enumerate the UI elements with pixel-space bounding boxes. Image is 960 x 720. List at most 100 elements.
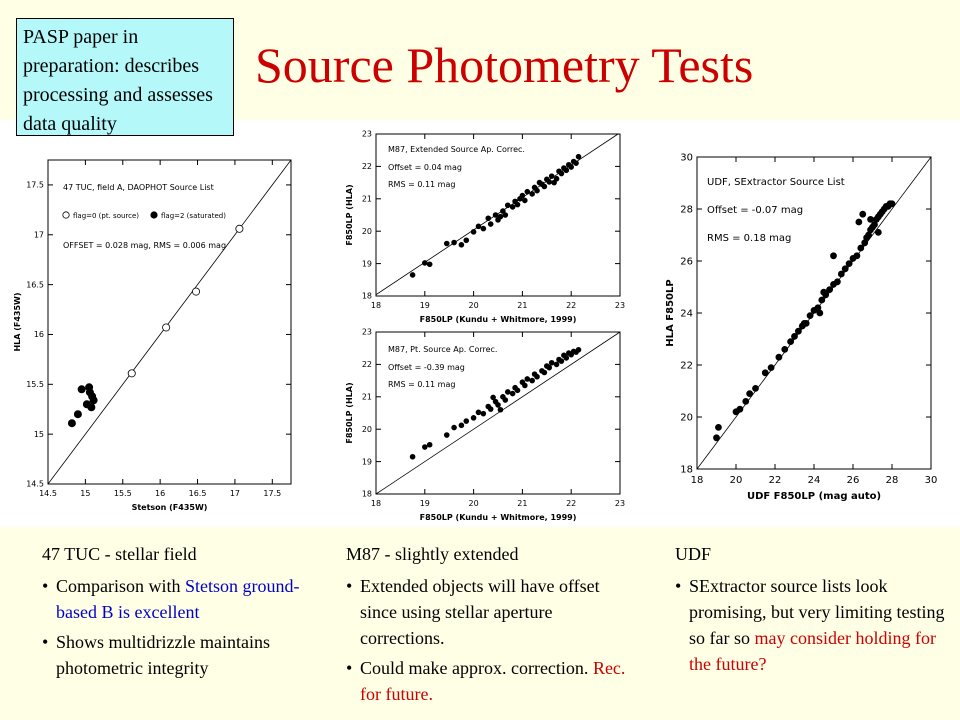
data-point (451, 424, 457, 431)
data-point (502, 397, 509, 403)
y-tick-label: 16 (34, 330, 44, 339)
data-point (806, 312, 814, 320)
data-point (553, 175, 560, 182)
y-tick-label: 24 (680, 308, 693, 319)
y-axis-label: HLA F850LP (665, 279, 676, 346)
bullet-item: Could make approx. correction. Rec. for … (346, 655, 636, 707)
x-tick-label: 17 (230, 489, 240, 498)
data-point (470, 229, 477, 235)
x-tick-label: 24 (808, 475, 821, 486)
y-tick-label: 18 (362, 490, 372, 499)
x-tick-label: 22 (566, 499, 576, 508)
x-tick-label: 22 (566, 301, 576, 310)
x-axis-label: UDF F850LP (mag auto) (747, 491, 881, 502)
data-point (409, 453, 416, 460)
data-point (495, 402, 501, 408)
data-point (529, 191, 535, 197)
data-point (816, 309, 824, 317)
data-point (794, 327, 802, 335)
data-point (548, 173, 555, 179)
data-point (553, 361, 560, 368)
x-tick-label: 16.5 (189, 489, 207, 498)
data-point (767, 364, 775, 372)
y-tick-label: 18 (362, 292, 372, 301)
data-point (524, 376, 531, 382)
chart-annotation: OFFSET = 0.028 mag, RMS = 0.006 mag (63, 241, 226, 250)
x-tick-label: 20 (469, 499, 479, 508)
data-point (89, 396, 98, 405)
chart-annotation: 47 TUC, field A, DAOPHOT Source List (63, 183, 214, 192)
data-point (775, 353, 783, 361)
chart-annotation: Offset = -0.39 mag (388, 363, 465, 372)
x-tick-label: 18 (371, 301, 381, 310)
data-point (514, 387, 521, 394)
y-tick-label: 17.5 (26, 181, 44, 190)
y-tick-label: 28 (680, 204, 693, 215)
data-point (558, 358, 565, 364)
data-point (480, 410, 487, 417)
x-tick-label: 30 (925, 475, 938, 486)
bullet-item: SExtractor source lists look promising, … (675, 573, 945, 677)
bullet-item: Comparison with Stetson ground-based B i… (42, 573, 327, 625)
slide-title: Source Photometry Tests (255, 37, 754, 93)
data-point (426, 261, 433, 268)
data-point (475, 223, 482, 230)
diagonal-line (47, 159, 292, 485)
column-m87: M87 - slightly extended Extended objects … (346, 544, 636, 711)
data-point (502, 212, 509, 218)
data-point (529, 377, 535, 384)
data-point (833, 278, 841, 286)
plot-frame (375, 331, 621, 495)
column-47tuc: 47 TUC - stellar field Comparison with St… (42, 544, 327, 685)
data-point (563, 167, 570, 174)
chart-47tuc: 14.5 15 15.5 16 16.5 17 17.5 14.5 15 15.5 16 16.5 17… (13, 159, 292, 512)
x-tick-label: 19 (420, 499, 430, 508)
bullet-list: Comparison with Stetson ground-based B i… (42, 573, 327, 681)
y-tick-label: 21 (362, 392, 372, 401)
data-point (443, 240, 450, 247)
x-tick-label: 20 (469, 301, 479, 310)
data-point (742, 397, 750, 405)
data-point (845, 260, 853, 267)
data-point (853, 252, 861, 260)
chart-annotation: RMS = 0.11 mag (388, 380, 455, 389)
data-point (517, 196, 523, 202)
chart-annotation: RMS = 0.11 mag (388, 180, 455, 189)
x-axis-label: F850LP (Kundu + Whitmore, 1999) (420, 315, 577, 324)
data-point (867, 216, 874, 223)
data-point (67, 419, 76, 428)
data-point (490, 394, 496, 401)
data-point (192, 287, 201, 296)
y-tick-label: 26 (680, 256, 693, 267)
data-point (874, 229, 882, 236)
data-point (752, 384, 759, 392)
diagonal-line (375, 331, 621, 495)
y-axis-label: F850LP (HLA) (345, 184, 354, 245)
x-tick-label: 23 (615, 499, 625, 508)
chart-m87-point: 18 19 20 21 22 23 18 19 20 21 22 23 F850LP (Kundu + … (345, 328, 625, 522)
data-point (127, 369, 136, 378)
x-tick-label: 23 (615, 301, 625, 310)
data-point (575, 347, 582, 353)
data-point (443, 432, 450, 438)
y-tick-label: 23 (362, 328, 372, 337)
data-point (487, 406, 494, 412)
data-point (781, 345, 789, 353)
data-point (841, 265, 849, 273)
data-point (409, 272, 416, 278)
y-tick-label: 19 (362, 457, 372, 466)
chart-annotation: UDF, SExtractor Source List (707, 177, 845, 188)
data-point (470, 415, 477, 421)
column-heading: 47 TUC - stellar field (42, 544, 197, 564)
x-tick-label: 28 (886, 475, 899, 486)
data-point (492, 212, 499, 218)
column-udf: UDF SExtractor source lists look promisin… (675, 544, 945, 681)
data-point (715, 423, 722, 431)
data-point (713, 434, 720, 442)
data-point (509, 204, 516, 210)
data-point (820, 288, 828, 296)
data-point (541, 369, 548, 376)
data-point (541, 183, 548, 190)
data-point (800, 319, 808, 327)
chart-annotation: Offset = 0.04 mag (388, 163, 462, 172)
